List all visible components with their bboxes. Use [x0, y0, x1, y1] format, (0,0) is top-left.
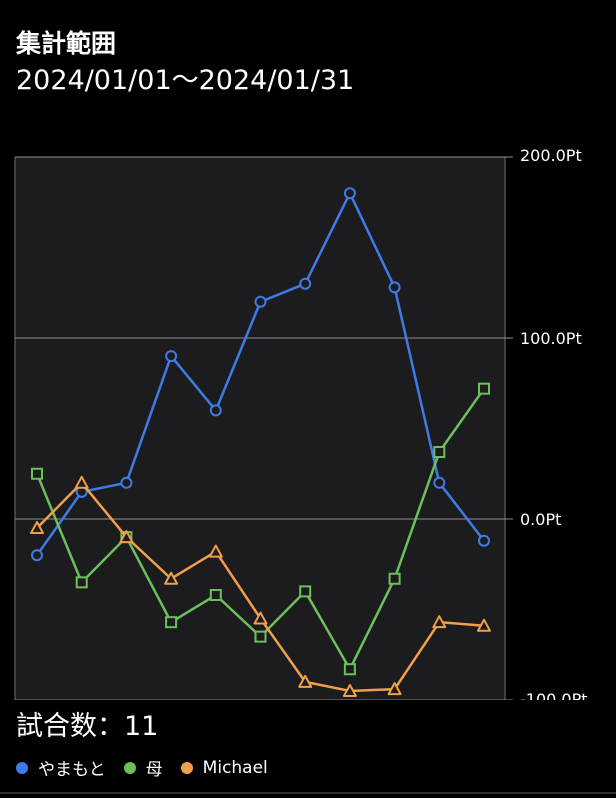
line-chart: 200.0Pt 100.0Pt 0.0Pt -100.0Pt [14, 146, 588, 700]
data-point [208, 544, 223, 558]
data-point [164, 571, 179, 585]
data-point [477, 618, 491, 632]
data-point [387, 682, 402, 696]
games-count: 試合数：11 [16, 711, 159, 742]
data-point [254, 630, 267, 643]
legend-label: Michael [202, 757, 268, 778]
bottom-divider [0, 792, 616, 794]
data-point [298, 674, 313, 688]
data-point [388, 281, 401, 294]
legend-item-yamamoto[interactable]: やまもと [16, 755, 106, 780]
data-point [119, 530, 134, 544]
y-tick-label: -100.0Pt [520, 690, 588, 700]
legend-item-michael[interactable]: Michael [180, 757, 268, 778]
legend-dot-icon [180, 761, 193, 774]
data-point [31, 549, 43, 562]
data-point [433, 446, 446, 459]
data-point [120, 476, 133, 489]
data-point [478, 382, 490, 395]
data-point [299, 277, 312, 290]
data-point [343, 663, 356, 676]
data-point [342, 683, 357, 697]
data-point [30, 521, 44, 535]
legend-label: やまもと [38, 760, 106, 780]
legend-dot-icon [16, 761, 28, 774]
data-point [433, 476, 446, 489]
data-point [165, 616, 178, 629]
data-point [299, 585, 312, 598]
data-point [165, 350, 178, 363]
date-range: 2024/01/01～2024/01/31 [16, 65, 355, 96]
chart-title: 集計範囲 [16, 29, 117, 58]
data-point [388, 572, 401, 585]
data-point [478, 534, 490, 547]
plot-area [15, 157, 505, 700]
data-point [75, 576, 88, 589]
data-point [254, 295, 267, 308]
legend-dot-icon [123, 761, 136, 774]
y-tick-label: 0.0Pt [520, 510, 561, 529]
data-point [209, 589, 222, 602]
data-point [74, 475, 89, 489]
legend-item-haha[interactable]: 母 [123, 755, 163, 780]
y-tick-label: 100.0Pt [520, 329, 582, 348]
y-tick-label: 200.0Pt [520, 146, 582, 165]
data-point [31, 467, 43, 480]
data-point [253, 611, 268, 625]
data-point [343, 187, 356, 200]
legend-label: 母 [145, 760, 163, 780]
data-point [432, 615, 447, 629]
data-point [209, 404, 222, 417]
legend: やまもと 母 Michael [16, 755, 286, 780]
